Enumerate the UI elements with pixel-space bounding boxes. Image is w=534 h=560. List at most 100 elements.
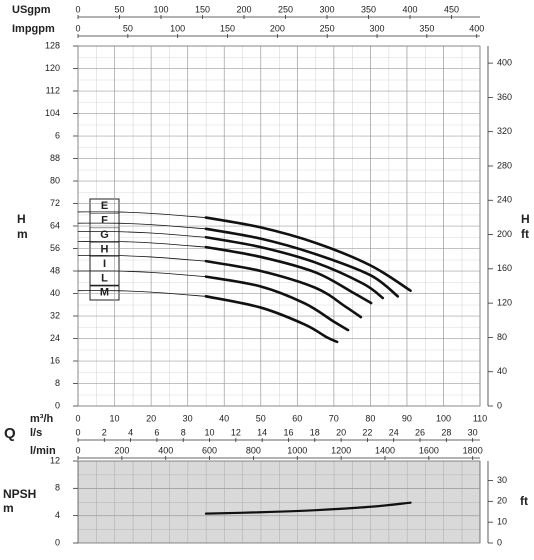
curve [204, 259, 363, 319]
x-tick-label: 10 [110, 413, 120, 423]
x-tick-label: 24 [389, 427, 399, 437]
x-tick-label: 30 [183, 413, 193, 423]
legend-box [89, 198, 120, 301]
y-tick-label: 8 [55, 483, 60, 493]
x-tick-label: 400 [403, 4, 418, 14]
x-tick-label: 400 [158, 445, 173, 455]
x-tick-label: 0 [75, 413, 80, 423]
x-tick-label: 50 [123, 23, 133, 33]
legend-label: I [103, 258, 106, 270]
y-tick-label: 12 [50, 455, 60, 465]
x-tick-label: 80 [365, 413, 375, 423]
x-tick-label: 1600 [419, 445, 439, 455]
curve-thin [77, 231, 207, 238]
x-tick-label: 0 [75, 427, 80, 437]
y-unit: m [17, 227, 28, 241]
axis-label: l/min [30, 445, 56, 457]
legend-label: H [101, 243, 109, 255]
x-tick-label: 350 [419, 23, 434, 33]
x-tick-label: 250 [320, 23, 335, 33]
curve [204, 235, 385, 300]
x-tick-label: 4 [128, 427, 133, 437]
y-tick-label: 112 [46, 85, 60, 95]
y-tick-label: 120 [45, 63, 60, 73]
y2-unit: ft [521, 227, 529, 241]
x-tick-label: 100 [153, 4, 168, 14]
x-tick-label: 450 [444, 4, 459, 14]
y-tick-label: 56 [50, 243, 60, 253]
x-tick-label: 400 [469, 23, 484, 33]
y-tick-label: 8 [55, 378, 60, 388]
x-tick-label: 150 [220, 23, 235, 33]
y-tick-label: 64 [50, 220, 60, 230]
y-tick-label: 80 [50, 175, 60, 185]
curve [204, 501, 412, 515]
x-tick-label: 800 [246, 445, 261, 455]
legend-label: E [101, 200, 108, 212]
x-tick-label: 110 [473, 413, 487, 423]
y-tick-label: 24 [50, 333, 60, 343]
axis-label: USgpm [12, 4, 51, 16]
axis-label: Impgpm [12, 23, 55, 35]
x-tick-label: 50 [256, 413, 266, 423]
npsh-unit: m [3, 501, 14, 515]
x-tick-label: 250 [278, 4, 293, 14]
y2-tick-label: 280 [497, 160, 512, 170]
x-tick-label: 18 [310, 427, 320, 437]
x-tick-label: 40 [219, 413, 229, 423]
y2-tick-label: 360 [497, 92, 512, 102]
y-tick-label: 6 [55, 130, 60, 140]
x-tick-label: 300 [320, 4, 335, 14]
x-tick-label: 1000 [287, 445, 307, 455]
x-tick-label: 200 [236, 4, 251, 14]
x-tick-label: 12 [231, 427, 241, 437]
x-tick-label: 16 [283, 427, 293, 437]
x-tick-label: 300 [370, 23, 385, 33]
y2-label: H [521, 212, 530, 226]
y2-tick-label: 20 [497, 496, 507, 506]
x-tick-label: 150 [195, 4, 210, 14]
x-tick-label: 14 [257, 427, 267, 437]
x-tick-label: 28 [441, 427, 451, 437]
curve [204, 295, 339, 344]
legend-label: G [100, 229, 109, 241]
y-tick-label: 40 [50, 288, 60, 298]
curve [204, 275, 350, 332]
y2-tick-label: 400 [497, 57, 512, 67]
npsh-y2-unit: ft [520, 494, 528, 508]
curve-thin [77, 222, 207, 230]
x-tick-label: 20 [146, 413, 156, 423]
x-tick-label: 350 [361, 4, 376, 14]
y-tick-label: 128 [45, 40, 60, 50]
curve-thin [77, 240, 207, 248]
y-tick-label: 88 [50, 153, 60, 163]
y2-tick-label: 0 [497, 537, 502, 547]
y2-tick-label: 160 [497, 263, 512, 273]
x-tick-label: 30 [468, 427, 478, 437]
x-label: m³/h [30, 413, 54, 425]
npsh-label: NPSH [3, 487, 36, 501]
y2-tick-label: 40 [497, 366, 507, 376]
q-label: Q [4, 425, 16, 442]
y-tick-label: 104 [45, 108, 60, 118]
x-tick-label: 90 [402, 413, 412, 423]
y2-tick-label: 120 [497, 298, 512, 308]
legend-label: M [100, 287, 109, 299]
legend-label: F [101, 215, 108, 227]
npsh-minor-grid [77, 460, 481, 544]
legend-label: L [101, 272, 108, 284]
y-tick-label: 48 [50, 265, 60, 275]
y-tick-label: 32 [50, 310, 60, 320]
y2-tick-label: 80 [497, 332, 507, 342]
x-tick-label: 0 [75, 445, 80, 455]
x-tick-label: 22 [362, 427, 372, 437]
x-tick-label: 200 [114, 445, 129, 455]
y-tick-label: 0 [55, 537, 60, 547]
x-tick-label: 600 [202, 445, 217, 455]
y2-tick-label: 30 [497, 475, 507, 485]
y-tick-label: 16 [50, 355, 60, 365]
x-tick-label: 0 [75, 23, 80, 33]
curve [204, 245, 373, 305]
x-tick-label: 100 [170, 23, 185, 33]
